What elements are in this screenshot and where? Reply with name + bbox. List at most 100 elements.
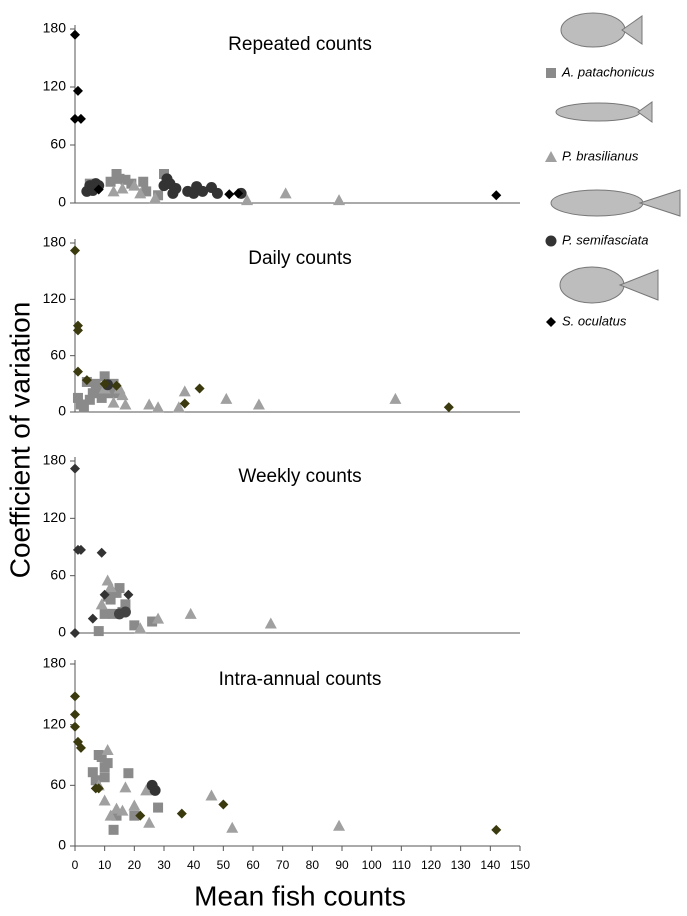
triangle-marker bbox=[98, 794, 111, 806]
square-marker bbox=[141, 186, 152, 197]
square-marker bbox=[153, 190, 164, 201]
diamond-marker bbox=[70, 245, 80, 256]
triangle-marker bbox=[152, 612, 165, 624]
diamond-marker bbox=[72, 366, 83, 377]
square-marker bbox=[84, 394, 95, 405]
diamond-marker bbox=[70, 721, 80, 732]
y-tick-label: 120 bbox=[43, 715, 67, 731]
x-tick-label: 90 bbox=[335, 858, 349, 872]
triangle-marker bbox=[184, 607, 197, 619]
legend-label: P. semifasciata bbox=[562, 232, 648, 247]
square-marker bbox=[99, 371, 110, 382]
x-tick-label: 120 bbox=[421, 858, 441, 872]
y-tick-label: 120 bbox=[43, 78, 67, 94]
diamond-marker bbox=[443, 402, 454, 413]
triangle-marker bbox=[116, 182, 129, 194]
diamond-marker bbox=[135, 810, 146, 821]
triangle-marker bbox=[252, 398, 265, 410]
diamond-marker bbox=[123, 589, 134, 600]
circle-marker bbox=[170, 183, 182, 194]
square-marker bbox=[93, 626, 104, 637]
diamond-marker bbox=[72, 85, 83, 96]
triangle-marker bbox=[128, 179, 141, 191]
x-tick-label: 10 bbox=[98, 858, 112, 872]
square-marker bbox=[78, 402, 89, 413]
square-marker bbox=[87, 388, 98, 399]
diamond-marker bbox=[546, 317, 556, 327]
y-tick-label: 180 bbox=[43, 234, 67, 250]
square-marker bbox=[147, 616, 158, 627]
triangle-marker bbox=[333, 819, 346, 831]
square-marker bbox=[108, 824, 119, 835]
square-marker bbox=[96, 752, 107, 763]
square-marker bbox=[93, 383, 104, 394]
y-tick-label: 0 bbox=[58, 403, 66, 419]
square-marker bbox=[72, 392, 83, 403]
y-tick-label: 0 bbox=[58, 837, 66, 853]
diamond-marker bbox=[99, 378, 110, 389]
diamond-marker bbox=[96, 547, 107, 558]
diamond-marker bbox=[179, 398, 190, 409]
x-axis-title: Mean fish counts bbox=[194, 880, 406, 911]
triangle-marker bbox=[116, 804, 129, 816]
y-tick-label: 120 bbox=[43, 290, 67, 306]
triangle-marker bbox=[143, 816, 156, 828]
y-tick-label: 0 bbox=[58, 194, 66, 210]
square-marker bbox=[96, 392, 107, 403]
circle-marker bbox=[197, 185, 209, 197]
x-tick-label: 100 bbox=[362, 858, 382, 872]
diamond-marker bbox=[87, 613, 98, 624]
x-tick-label: 110 bbox=[392, 858, 411, 872]
x-tick-label: 40 bbox=[187, 858, 201, 872]
y-axis-title: Coefficient of variation bbox=[4, 302, 35, 579]
diamond-marker bbox=[176, 808, 187, 819]
x-tick-label: 50 bbox=[217, 858, 231, 872]
diamond-marker bbox=[70, 628, 80, 638]
y-tick-label: 60 bbox=[50, 346, 66, 362]
diamond-marker bbox=[75, 742, 86, 753]
triangle-marker bbox=[220, 392, 233, 404]
square-marker bbox=[114, 583, 125, 594]
square-marker bbox=[99, 772, 110, 783]
diamond-marker bbox=[70, 29, 80, 40]
square-marker bbox=[129, 810, 140, 821]
square-marker bbox=[90, 775, 101, 786]
square-marker bbox=[114, 173, 125, 184]
diamond-marker bbox=[75, 544, 86, 555]
y-tick-label: 60 bbox=[50, 566, 66, 582]
x-tick-label: 130 bbox=[451, 858, 471, 872]
x-tick-label: 60 bbox=[246, 858, 260, 872]
square-marker bbox=[111, 810, 122, 821]
diamond-marker bbox=[72, 325, 83, 336]
triangle-marker bbox=[134, 622, 147, 634]
legend-label: P. brasilianus bbox=[562, 148, 639, 163]
y-tick-label: 180 bbox=[43, 655, 67, 671]
diamond-marker bbox=[491, 824, 502, 835]
square-marker bbox=[546, 68, 556, 78]
y-tick-label: 180 bbox=[43, 20, 67, 36]
triangle-marker bbox=[128, 799, 141, 811]
triangle-marker bbox=[143, 398, 156, 410]
square-marker bbox=[120, 174, 131, 185]
triangle-marker bbox=[107, 396, 120, 408]
panel-title: Weekly counts bbox=[238, 466, 361, 487]
square-marker bbox=[108, 608, 119, 619]
x-tick-label: 80 bbox=[306, 858, 320, 872]
diamond-marker bbox=[70, 691, 80, 702]
diamond-marker bbox=[75, 113, 86, 124]
legend-label: S. oculatus bbox=[562, 313, 627, 328]
diamond-marker bbox=[99, 589, 110, 600]
triangle-marker bbox=[205, 789, 218, 801]
legend-label: A. patachonicus bbox=[561, 64, 655, 79]
triangle-marker bbox=[333, 194, 346, 206]
circle-marker bbox=[545, 235, 557, 247]
triangle-marker bbox=[149, 192, 162, 204]
diamond-marker bbox=[224, 189, 235, 200]
diamond-marker bbox=[70, 113, 80, 124]
diamond-marker bbox=[70, 709, 80, 720]
triangle-marker bbox=[241, 194, 254, 206]
square-marker bbox=[159, 169, 169, 179]
y-tick-label: 60 bbox=[50, 776, 66, 792]
square-marker bbox=[120, 599, 131, 610]
